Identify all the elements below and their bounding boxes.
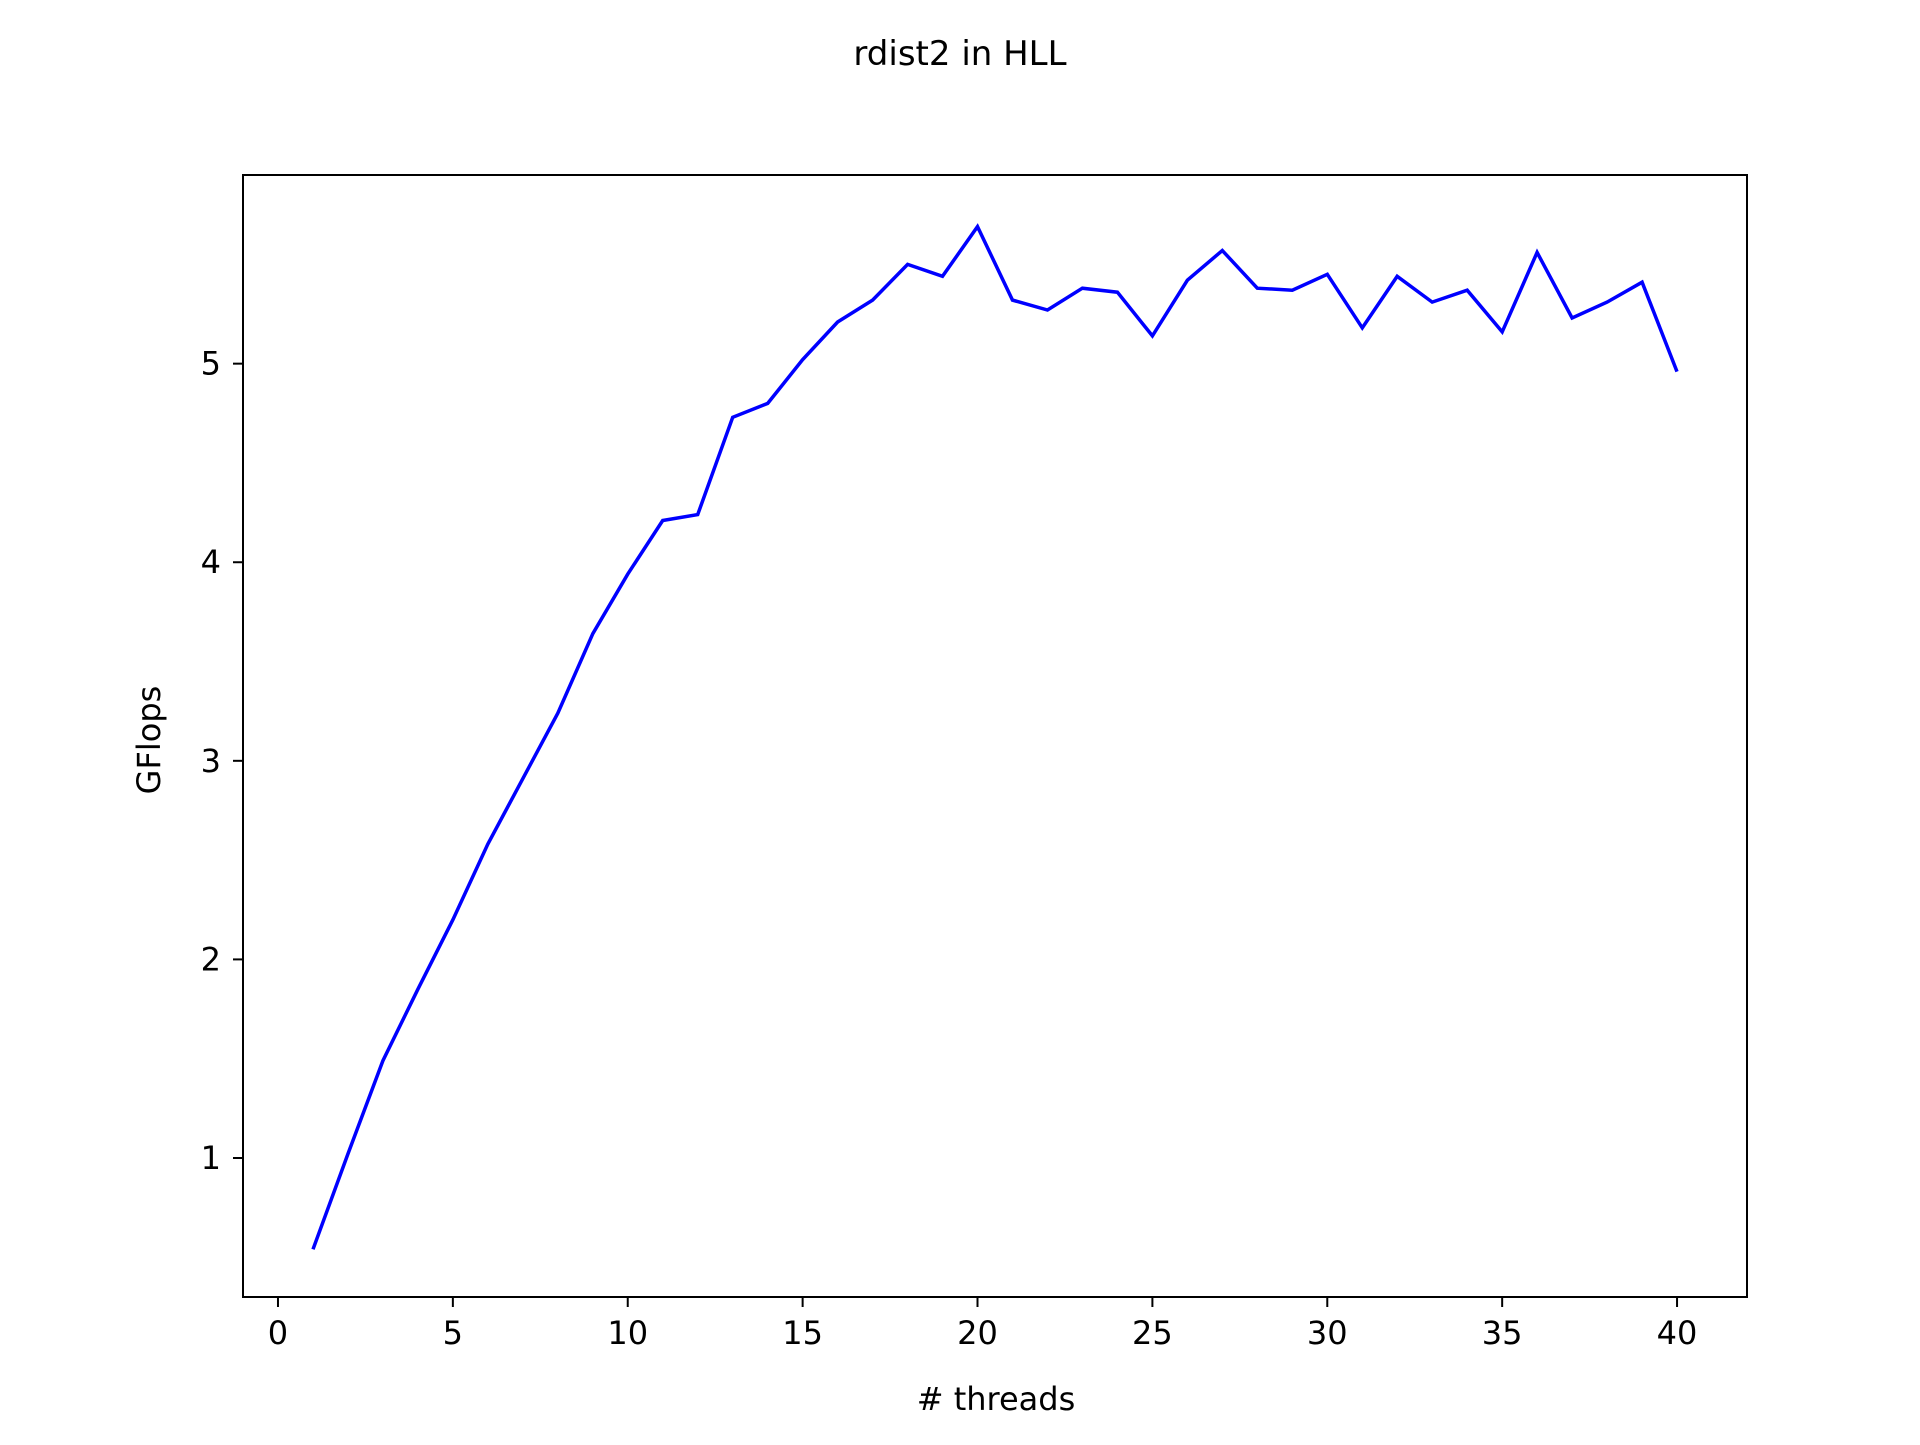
x-tick-label: 5 xyxy=(443,1314,463,1352)
y-tick-label: 4 xyxy=(201,543,221,581)
x-tick-label: 0 xyxy=(268,1314,288,1352)
x-tick-label: 30 xyxy=(1307,1314,1348,1352)
x-tick-label: 40 xyxy=(1657,1314,1698,1352)
y-tick-label: 3 xyxy=(201,742,221,780)
x-tick-label: 10 xyxy=(607,1314,648,1352)
x-tick-label: 20 xyxy=(957,1314,998,1352)
series-line-0 xyxy=(311,223,1679,1250)
y-axis-label: GFlops xyxy=(130,686,168,795)
x-tick-label: 15 xyxy=(782,1314,823,1352)
y-tick-label: 1 xyxy=(201,1139,221,1177)
x-tick-label: 25 xyxy=(1132,1314,1173,1352)
x-axis-label: # threads xyxy=(917,1380,1076,1418)
y-tick-label: 5 xyxy=(201,345,221,383)
plot-frame xyxy=(242,174,1748,1298)
plot-area: 0 5 10 15 20 25 30 35 40 1 2 3 4 5 xyxy=(201,174,1748,1352)
chart-title: rdist2 in HLL xyxy=(853,34,1066,74)
x-tick-label: 35 xyxy=(1482,1314,1523,1352)
y-tick-label: 2 xyxy=(201,940,221,978)
